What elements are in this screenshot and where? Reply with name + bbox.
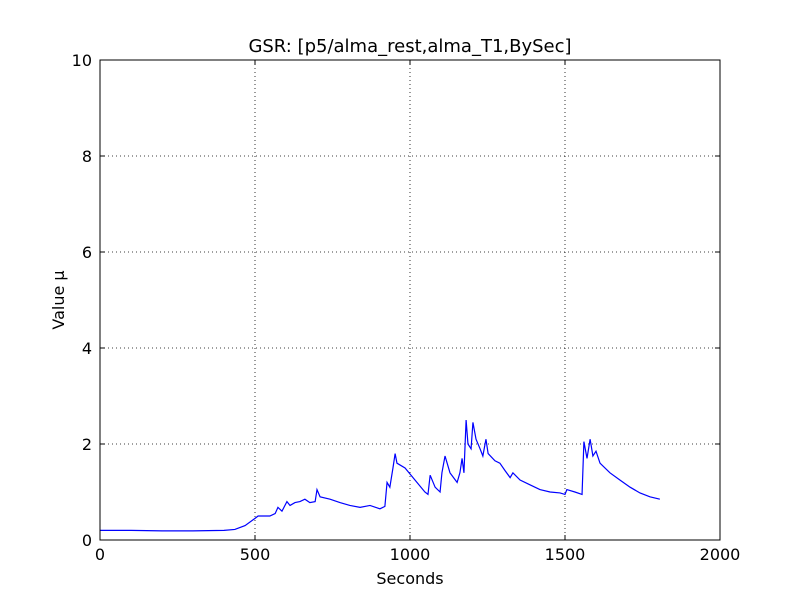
x-tick-label: 1000 bbox=[390, 545, 431, 564]
y-tick-label: 0 bbox=[82, 531, 92, 550]
x-tick-label: 1500 bbox=[545, 545, 586, 564]
x-tick-label: 500 bbox=[240, 545, 271, 564]
plot-frame bbox=[99, 59, 721, 541]
y-tick-label: 8 bbox=[82, 147, 92, 166]
x-axis-label: Seconds bbox=[376, 569, 443, 588]
data-line bbox=[100, 419, 661, 532]
y-tick-label: 10 bbox=[72, 51, 92, 70]
y-axis-label: Value µ bbox=[49, 270, 68, 329]
y-tick-label: 4 bbox=[82, 339, 92, 358]
x-tick-label: 2000 bbox=[700, 545, 741, 564]
chart-title: GSR: [p5/alma_rest,alma_T1,BySec] bbox=[248, 36, 571, 57]
y-tick-label: 6 bbox=[82, 243, 92, 262]
x-tick-label: 0 bbox=[95, 545, 105, 564]
y-tick-label: 2 bbox=[82, 435, 92, 454]
